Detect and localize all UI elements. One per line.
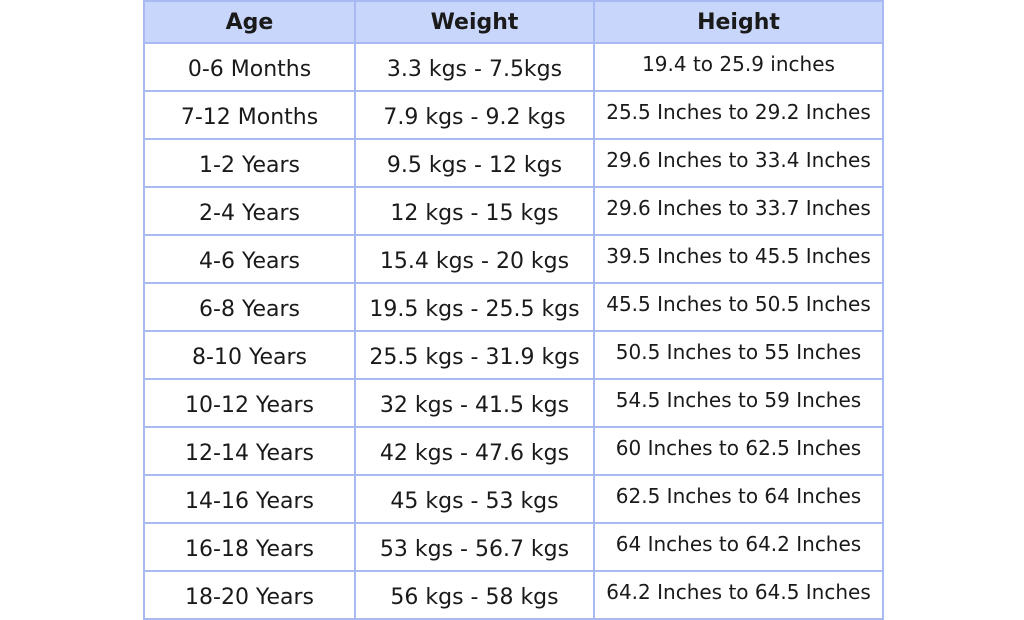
weight-cell: 7.9 kgs - 9.2 kgs — [354, 90, 595, 140]
weight-cell: 53 kgs - 56.7 kgs — [354, 522, 595, 572]
height-cell: 45.5 Inches to 50.5 Inches — [593, 282, 884, 332]
weight-cell: 42 kgs - 47.6 kgs — [354, 426, 595, 476]
age-cell: 1-2 Years — [143, 138, 356, 188]
weight-cell: 9.5 kgs - 12 kgs — [354, 138, 595, 188]
height-cell: 54.5 Inches to 59 Inches — [593, 378, 884, 428]
age-cell: 12-14 Years — [143, 426, 356, 476]
table-row: 0-6 Months 3.3 kgs - 7.5kgs 19.4 to 25.9… — [143, 42, 884, 92]
height-cell: 39.5 Inches to 45.5 Inches — [593, 234, 884, 284]
age-cell: 6-8 Years — [143, 282, 356, 332]
header-height: Height — [593, 0, 884, 44]
height-cell: 29.6 Inches to 33.7 Inches — [593, 186, 884, 236]
height-cell: 62.5 Inches to 64 Inches — [593, 474, 884, 524]
age-weight-height-table: Age Weight Height 0-6 Months 3.3 kgs - 7… — [143, 0, 884, 620]
table-row: 8-10 Years 25.5 kgs - 31.9 kgs 50.5 Inch… — [143, 330, 884, 380]
height-cell: 60 Inches to 62.5 Inches — [593, 426, 884, 476]
age-cell: 18-20 Years — [143, 570, 356, 620]
table-row: 16-18 Years 53 kgs - 56.7 kgs 64 Inches … — [143, 522, 884, 572]
table-row: 1-2 Years 9.5 kgs - 12 kgs 29.6 Inches t… — [143, 138, 884, 188]
table-row: 14-16 Years 45 kgs - 53 kgs 62.5 Inches … — [143, 474, 884, 524]
table-row: 2-4 Years 12 kgs - 15 kgs 29.6 Inches to… — [143, 186, 884, 236]
height-cell: 29.6 Inches to 33.4 Inches — [593, 138, 884, 188]
table-row: 7-12 Months 7.9 kgs - 9.2 kgs 25.5 Inche… — [143, 90, 884, 140]
age-cell: 10-12 Years — [143, 378, 356, 428]
age-cell: 0-6 Months — [143, 42, 356, 92]
age-cell: 4-6 Years — [143, 234, 356, 284]
growth-chart-table-container: Age Weight Height 0-6 Months 3.3 kgs - 7… — [143, 0, 884, 620]
table-row: 4-6 Years 15.4 kgs - 20 kgs 39.5 Inches … — [143, 234, 884, 284]
height-cell: 19.4 to 25.9 inches — [593, 42, 884, 92]
header-weight: Weight — [354, 0, 595, 44]
weight-cell: 56 kgs - 58 kgs — [354, 570, 595, 620]
weight-cell: 3.3 kgs - 7.5kgs — [354, 42, 595, 92]
weight-cell: 32 kgs - 41.5 kgs — [354, 378, 595, 428]
weight-cell: 19.5 kgs - 25.5 kgs — [354, 282, 595, 332]
age-cell: 2-4 Years — [143, 186, 356, 236]
age-cell: 14-16 Years — [143, 474, 356, 524]
weight-cell: 15.4 kgs - 20 kgs — [354, 234, 595, 284]
header-age: Age — [143, 0, 356, 44]
height-cell: 64 Inches to 64.2 Inches — [593, 522, 884, 572]
weight-cell: 45 kgs - 53 kgs — [354, 474, 595, 524]
age-cell: 16-18 Years — [143, 522, 356, 572]
table-row: 18-20 Years 56 kgs - 58 kgs 64.2 Inches … — [143, 570, 884, 620]
table-row: 12-14 Years 42 kgs - 47.6 kgs 60 Inches … — [143, 426, 884, 476]
height-cell: 50.5 Inches to 55 Inches — [593, 330, 884, 380]
height-cell: 64.2 Inches to 64.5 Inches — [593, 570, 884, 620]
table-row: 6-8 Years 19.5 kgs - 25.5 kgs 45.5 Inche… — [143, 282, 884, 332]
weight-cell: 12 kgs - 15 kgs — [354, 186, 595, 236]
weight-cell: 25.5 kgs - 31.9 kgs — [354, 330, 595, 380]
height-cell: 25.5 Inches to 29.2 Inches — [593, 90, 884, 140]
table-row: 10-12 Years 32 kgs - 41.5 kgs 54.5 Inche… — [143, 378, 884, 428]
age-cell: 8-10 Years — [143, 330, 356, 380]
age-cell: 7-12 Months — [143, 90, 356, 140]
table-header-row: Age Weight Height — [143, 0, 884, 44]
